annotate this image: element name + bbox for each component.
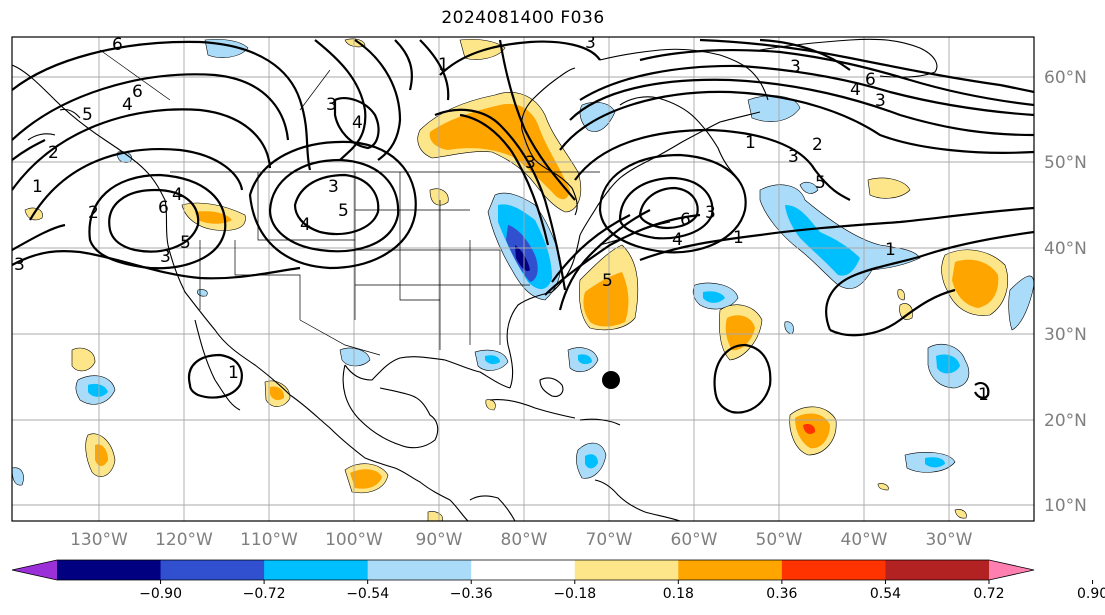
contour-label: 2 <box>88 203 99 223</box>
map-title: 2024081400 F036 <box>441 8 605 28</box>
colorbar-extend-low <box>12 560 57 580</box>
contour-label: 3 <box>790 57 801 77</box>
colorbar-tick-label: 0.90 <box>1077 586 1105 602</box>
colorbar-segment <box>57 560 162 580</box>
lat-label: 50°N <box>1044 153 1087 173</box>
colorbar-tick-label: 0.36 <box>766 586 797 602</box>
contour-label: 5 <box>602 271 613 291</box>
contour-label: 5 <box>82 105 93 125</box>
colorbar-tick-label: 0.72 <box>973 586 1004 602</box>
contour-label: 5 <box>815 173 826 193</box>
lon-label: 80°W <box>501 530 548 550</box>
colorbar: −0.90 −0.72 −0.54 −0.36 −0.18 0.18 0.36 0.54 0.7… <box>11 559 1105 602</box>
lon-label: 90°W <box>416 530 463 550</box>
contour-label: 2 <box>48 143 59 163</box>
lat-label: 20°N <box>1044 411 1087 431</box>
contour-lines <box>12 38 1034 414</box>
lon-label: 130°W <box>70 530 128 550</box>
contour-label: 1 <box>745 133 756 153</box>
contour-label: 3 <box>328 177 339 197</box>
map-frame <box>11 36 1035 522</box>
lon-label: 100°W <box>325 530 383 550</box>
lon-label: 120°W <box>155 530 213 550</box>
colorbar-tick-label: −0.54 <box>346 586 389 602</box>
colorbar-tick-label: −0.36 <box>450 586 493 602</box>
colorbar-segment <box>574 560 679 580</box>
contour-label: 1 <box>733 228 744 248</box>
positive-anomaly-shading <box>24 38 1009 521</box>
lon-label: 70°W <box>586 530 633 550</box>
contour-label: 3 <box>326 95 337 115</box>
colorbar-segment <box>781 560 886 580</box>
contour-label: 4 <box>850 80 861 100</box>
contour-label: 6 <box>158 198 169 218</box>
contour-label: 4 <box>172 185 183 205</box>
contour-label: 3 <box>525 153 536 173</box>
colorbar-segment <box>160 560 265 580</box>
contour-label: 2 <box>812 135 823 155</box>
lon-label: 30°W <box>926 530 973 550</box>
lat-label: 30°N <box>1044 325 1087 345</box>
contour-label: 4 <box>300 215 311 235</box>
contour-label: 6 <box>865 70 876 90</box>
colorbar-segment <box>678 560 783 580</box>
contour-label: 6 <box>680 210 691 230</box>
contour-label: 1 <box>978 385 989 405</box>
contour-label: 4 <box>352 113 363 133</box>
lat-label: 40°N <box>1044 239 1087 259</box>
colorbar-tick-label: −0.72 <box>243 586 286 602</box>
political-borders <box>99 49 600 356</box>
storm-center-marker <box>602 371 620 389</box>
colorbar-tick-label: 0.18 <box>663 586 694 602</box>
contour-label: 1 <box>885 240 896 260</box>
colorbar-segment <box>264 560 369 580</box>
lon-label: 60°W <box>671 530 718 550</box>
contour-label: 6 <box>112 35 123 55</box>
longitude-labels: 130°W 120°W 110°W 100°W 90°W 80°W 70°W 6… <box>70 530 973 550</box>
colorbar-segment <box>885 560 990 580</box>
contour-label: 3 <box>160 247 171 267</box>
colorbar-tick-label: −0.18 <box>553 586 596 602</box>
contour-label: 1 <box>228 363 239 383</box>
contour-label: 5 <box>180 233 191 253</box>
lon-label: 110°W <box>240 530 298 550</box>
lat-label: 60°N <box>1044 68 1087 88</box>
contour-label: 6 <box>132 82 143 102</box>
contour-label: 3 <box>14 255 25 275</box>
colorbar-tick-label: −0.90 <box>139 586 182 602</box>
contour-label: 1 <box>438 55 449 75</box>
contour-label: 3 <box>788 147 799 167</box>
contour-label: 3 <box>875 91 886 111</box>
coastlines <box>12 38 938 521</box>
lon-label: 40°W <box>841 530 888 550</box>
colorbar-segment <box>471 560 576 580</box>
lat-label: 10°N <box>1044 496 1087 516</box>
contour-label: 3 <box>705 203 716 223</box>
lon-label: 50°W <box>756 530 803 550</box>
contour-label: 5 <box>338 201 349 221</box>
colorbar-extend-high <box>989 560 1034 580</box>
colorbar-tick-label: 0.54 <box>870 586 901 602</box>
contour-label: 4 <box>122 95 133 115</box>
contour-label: 4 <box>672 230 683 250</box>
latitude-labels: 60°N 50°N 40°N 30°N 20°N 10°N <box>1044 68 1087 516</box>
contour-label: 1 <box>32 177 43 197</box>
colorbar-segment <box>367 560 472 580</box>
contour-label: 3 <box>585 33 596 53</box>
contour-labels: 4 6 5 3 2 3 1 6 6 4 5 2 3 4 3 5 4 1 3 3 … <box>14 33 989 405</box>
